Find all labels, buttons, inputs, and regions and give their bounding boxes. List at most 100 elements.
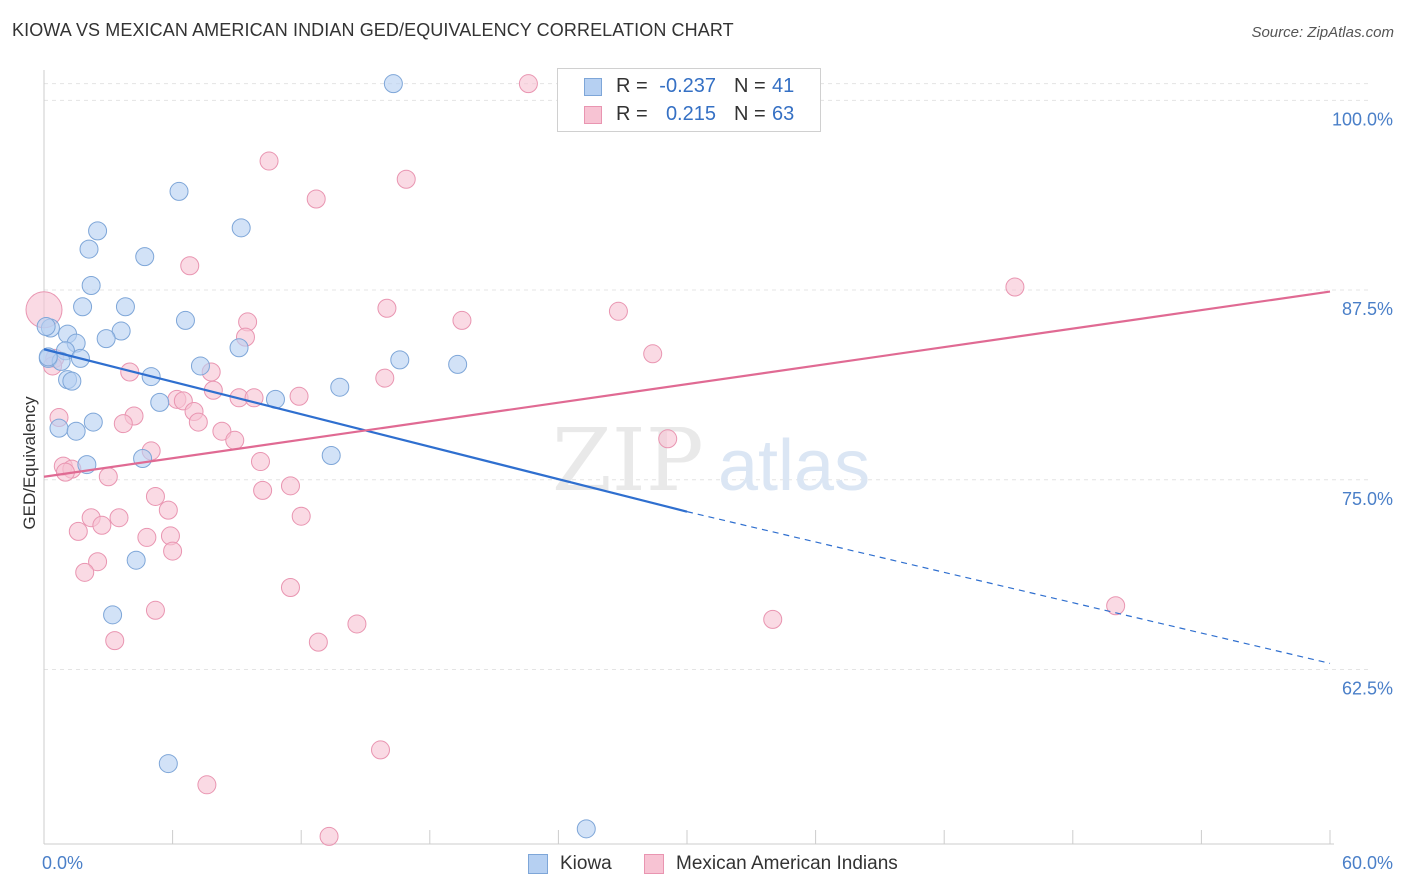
kiowa-trend-line-extension	[686, 511, 1331, 664]
grid-lines	[44, 83, 1370, 670]
kiowa-point	[103, 605, 123, 625]
legend: Kiowa Mexican American Indians	[0, 852, 1406, 880]
mexican-american-indians-point	[88, 552, 108, 572]
watermark-zip: ZIP	[552, 411, 704, 511]
mexican-american-indians-point	[250, 452, 270, 472]
kiowa-point	[66, 421, 86, 441]
mexican-american-indians-point	[68, 521, 88, 541]
data-points	[25, 74, 1126, 846]
mexican-american-indians-point	[319, 826, 339, 846]
y-tick-label: 87.5%	[1342, 299, 1393, 319]
kiowa-point	[36, 316, 56, 336]
legend-label-mexican-american-indians: Mexican American Indians	[676, 853, 898, 874]
mexican-american-indians-point	[180, 256, 200, 276]
tick-labels: 62.5% 75.0% 87.5% 100.0% 0.0% 60.0%	[42, 109, 1393, 873]
r-label: R =	[616, 103, 648, 125]
kiowa-point	[150, 392, 170, 412]
mexican-american-indians-point	[1005, 277, 1025, 297]
kiowa-point	[229, 338, 249, 358]
mexican-american-indians-point	[92, 515, 112, 535]
kiowa-point	[169, 181, 189, 201]
kiowa-point	[79, 239, 99, 259]
mexican-american-indians-point	[188, 412, 208, 432]
chart-title: KIOWA VS MEXICAN AMERICAN INDIAN GED/EQU…	[12, 20, 734, 40]
y-tick-label: 75.0%	[1342, 489, 1393, 509]
kiowa-point	[231, 218, 251, 238]
watermark: ZIP atlas	[552, 411, 870, 511]
mexican-american-indians-point	[1106, 596, 1126, 616]
kiowa-point	[81, 276, 101, 296]
mexican-american-indians-point	[280, 476, 300, 496]
y-axis-label: GED/Equivalency	[20, 396, 39, 530]
mexican-american-indians-point	[375, 368, 395, 388]
mexican-american-indians-point	[763, 609, 783, 629]
kiowa-point	[111, 321, 131, 341]
mexican-american-indians-point	[308, 632, 328, 652]
mexican-american-indians-point	[105, 631, 125, 651]
mexican-american-indians-point	[280, 578, 300, 598]
mexican-american-indians-point	[253, 480, 273, 500]
mexican-american-indians-point	[452, 310, 472, 330]
y-tick-label: 100.0%	[1332, 109, 1393, 129]
n-label: N =	[734, 103, 766, 125]
mexican-american-indians-trend-line	[43, 290, 1331, 478]
mexican-american-indians-point	[158, 500, 178, 520]
mexican-american-indians-point	[306, 189, 326, 209]
mexican-american-indians-point	[371, 740, 391, 760]
axes	[43, 70, 1334, 845]
kiowa-point	[96, 329, 116, 349]
mexican-american-indians-swatch	[584, 106, 602, 124]
mexican-american-indians-point	[608, 301, 628, 321]
mexican-american-indians-point	[259, 151, 279, 171]
mexican-american-indians-point	[291, 506, 311, 526]
mexican-american-indians-point	[658, 429, 678, 449]
n-label: N =	[734, 75, 766, 97]
kiowa-point	[175, 310, 195, 330]
kiowa-point	[73, 297, 93, 317]
legend-label-kiowa: Kiowa	[560, 853, 612, 874]
stats-row-mexican-american-indians: R = 0.215 N = 63	[558, 101, 820, 129]
mexican-american-indians-point	[163, 541, 183, 561]
stats-box: R = -0.237 N = 41 R = 0.215 N = 63	[557, 68, 821, 132]
kiowa-point	[158, 754, 178, 774]
mexican-american-indians-point	[145, 600, 165, 620]
legend-swatch-kiowa	[528, 854, 548, 874]
kiowa-point	[135, 247, 155, 267]
trend-lines	[43, 290, 1331, 664]
mexican-american-indians-point	[377, 298, 397, 318]
kiowa-point	[88, 221, 108, 241]
kiowa-point	[126, 550, 146, 570]
kiowa-swatch	[584, 78, 602, 96]
mexican-american-indians-point	[197, 775, 217, 795]
kiowa-point	[83, 412, 103, 432]
n-value: 63	[772, 103, 795, 125]
kiowa-point	[62, 371, 82, 391]
chart-source: Source: ZipAtlas.com	[1251, 24, 1394, 41]
watermark-atlas: atlas	[718, 426, 870, 506]
kiowa-point	[321, 445, 341, 465]
mexican-american-indians-point	[643, 344, 663, 364]
mexican-american-indians-point	[396, 169, 416, 189]
r-label: R =	[616, 75, 648, 97]
mexican-american-indians-point	[347, 614, 367, 634]
kiowa-point	[49, 418, 69, 438]
y-tick-label: 62.5%	[1342, 678, 1393, 698]
kiowa-point	[190, 356, 210, 376]
kiowa-point	[115, 297, 135, 317]
mexican-american-indians-point	[75, 562, 95, 582]
mexican-american-indians-point	[212, 421, 232, 441]
mexican-american-indians-point	[113, 414, 133, 434]
x-tick-label-max: 60.0%	[1342, 853, 1393, 873]
stats-row-kiowa: R = -0.237 N = 41	[558, 73, 820, 101]
mexican-american-indians-point	[98, 467, 118, 487]
kiowa-point	[330, 377, 350, 397]
kiowa-point	[133, 449, 153, 469]
legend-swatch-mexican-american-indians	[644, 854, 664, 874]
mexican-american-indians-point	[225, 430, 245, 450]
mexican-american-indians-point	[518, 74, 538, 94]
r-value: -0.237	[659, 75, 716, 97]
x-tick-label-min: 0.0%	[42, 853, 83, 873]
kiowa-point	[390, 350, 410, 370]
kiowa-point	[448, 354, 468, 374]
